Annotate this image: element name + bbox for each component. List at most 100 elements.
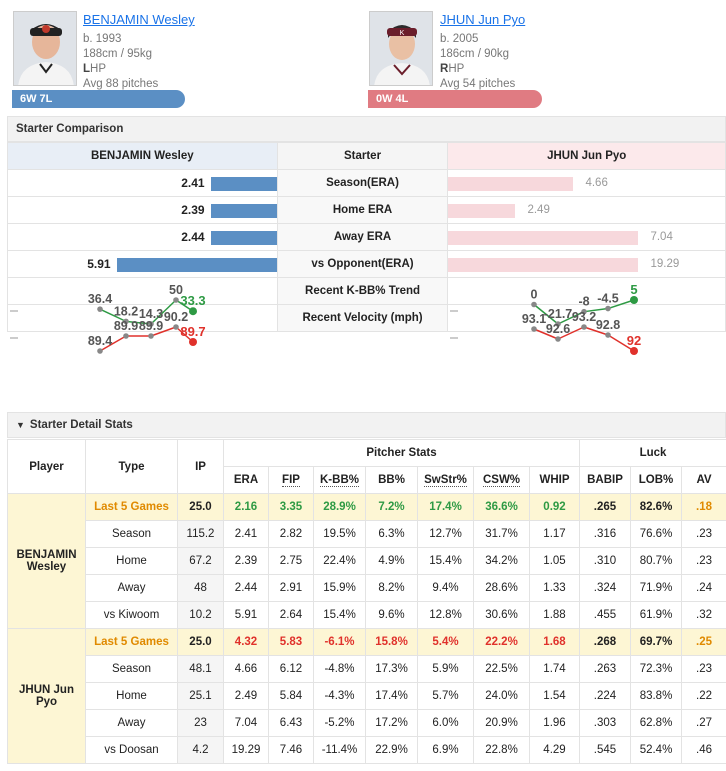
cell-ip: 25.0	[177, 628, 224, 656]
cell-swstr: 6.9%	[417, 736, 474, 764]
cell-swstr: 12.7%	[417, 520, 474, 548]
table-row: Home 67.2 2.39 2.75 22.4% 4.9% 15.4% 34.2% 1.05.…	[8, 547, 726, 575]
win-loss-badge: 0W 4L	[368, 90, 542, 108]
compare-left-cell: 5.91	[7, 250, 278, 278]
cell-csw: 22.5%	[473, 655, 530, 683]
cell-type: Home	[85, 547, 178, 575]
cell-swstr: 6.0%	[417, 709, 474, 737]
compare-label: vs Opponent(ERA)	[276, 250, 449, 278]
cell-kbb: 22.4%	[313, 547, 366, 575]
cell-avg: .27	[681, 709, 726, 737]
cell-type: Home	[85, 682, 178, 710]
trend-point	[581, 324, 588, 330]
detail-stats-table: Player Type IP Pitcher Stats Luck ERA FI…	[7, 439, 726, 764]
cell-era: 2.39	[223, 547, 269, 575]
cell-ip: 25.1	[177, 682, 224, 710]
height-weight: 186cm / 90kg	[440, 48, 510, 60]
trend-label: 92	[627, 333, 641, 348]
cell-babip: .265	[579, 493, 631, 521]
cell-bb: 6.3%	[365, 520, 418, 548]
cell-ip: 23	[177, 709, 224, 737]
player-photo: K	[369, 11, 433, 86]
cell-swstr: 12.8%	[417, 601, 474, 629]
cell-kbb: -6.1%	[313, 628, 366, 656]
height-weight: 188cm / 95kg	[83, 48, 153, 60]
velo-trend-left: 89.4 89.9 89.9 90.2 89.7	[7, 304, 278, 354]
table-row: Away 48 2.44 2.91 15.9% 8.2% 9.4% 28.6% 1.33.324…	[8, 574, 726, 602]
table-row: BENJAMIN Wesley Last 5 Games 25.0 2.16 3.35 2…	[7, 493, 726, 629]
starter-comparison-table: BENJAMIN Wesley Starter JHUN Jun Pyo 2.4…	[7, 142, 726, 355]
table-row: Home 25.1 2.49 5.84 -4.3% 17.4% 5.7% 24.0% 1.54.…	[8, 682, 726, 710]
cell-avg: .46	[681, 736, 726, 764]
cell-avg: .25	[681, 628, 726, 656]
detail-stats-header[interactable]: ▼ Starter Detail Stats	[7, 412, 726, 438]
cell-whip: 1.68	[529, 628, 580, 656]
trend-point	[630, 296, 639, 304]
col-babip: BABIP	[579, 466, 631, 494]
player-info: b. 2005 186cm / 90kg RHP Avg 54 pitches	[440, 32, 515, 92]
cell-kbb: 15.9%	[313, 574, 366, 602]
trend-label: 89.9	[114, 319, 138, 333]
cell-kbb: -4.8%	[313, 655, 366, 683]
cell-lob: 69.7%	[630, 628, 682, 656]
player-cell: JHUN Jun Pyo	[7, 628, 86, 764]
cell-csw: 22.8%	[473, 736, 530, 764]
col-csw[interactable]: CSW%	[473, 466, 530, 494]
velo-trend-label: Recent Velocity (mph)	[276, 304, 449, 332]
trend-label: 89.9	[139, 319, 163, 333]
cell-babip: .310	[579, 547, 631, 575]
table-row: JHUN Jun Pyo Last 5 Games 25.0 4.32 5.83 -6.1…	[7, 628, 726, 764]
cell-era: 7.04	[223, 709, 269, 737]
cell-lob: 80.7%	[630, 547, 682, 575]
cell-lob: 72.3%	[630, 655, 682, 683]
cell-bb: 17.4%	[365, 682, 418, 710]
compare-left-cell: 2.39	[7, 196, 278, 224]
cell-bb: 4.9%	[365, 547, 418, 575]
trend-label: -8	[579, 295, 590, 309]
trend-label: 93.1	[522, 312, 546, 326]
cell-avg: .23	[681, 547, 726, 575]
cell-whip: 0.92	[529, 493, 580, 521]
col-bb: BB%	[365, 466, 418, 494]
cell-ip: 67.2	[177, 547, 224, 575]
cell-whip: 4.29	[529, 736, 580, 764]
birth-year: b. 2005	[440, 33, 479, 45]
table-row: Season 48.1 4.66 6.12 -4.8% 17.3% 5.9% 22.5% 1.7…	[8, 655, 726, 683]
cell-avg: .24	[681, 574, 726, 602]
cell-whip: 1.05	[529, 547, 580, 575]
velo-sparkline-right: 93.192.693.292.8 92	[450, 310, 642, 355]
cell-type: Last 5 Games	[85, 628, 178, 656]
kbb-trend-left: 36.4 18.2 14.3 50 33.3	[7, 277, 278, 327]
col-kbb[interactable]: K-BB%	[313, 466, 366, 494]
cell-era: 5.91	[223, 601, 269, 629]
player-name-link[interactable]: BENJAMIN Wesley	[83, 12, 195, 27]
compare-right-bar	[448, 204, 516, 218]
table-row: vs Doosan 4.2 19.29 7.46 -11.4% 22.9% 6.9% 22.8…	[8, 736, 726, 764]
cell-fip: 6.43	[268, 709, 314, 737]
cell-era: 2.41	[223, 520, 269, 548]
cell-type: vs Doosan	[85, 736, 178, 764]
cell-swstr: 17.4%	[417, 493, 474, 521]
col-fip[interactable]: FIP	[268, 466, 314, 494]
cell-ip: 25.0	[177, 493, 224, 521]
col-swstr[interactable]: SwStr%	[417, 466, 474, 494]
cell-lob: 71.9%	[630, 574, 682, 602]
cell-fip: 6.12	[268, 655, 314, 683]
cell-babip: .303	[579, 709, 631, 737]
trend-point	[173, 297, 179, 303]
cell-whip: 1.88	[529, 601, 580, 629]
trend-segment	[558, 326, 585, 340]
cell-lob: 61.9%	[630, 601, 682, 629]
cell-ip: 10.2	[177, 601, 224, 629]
avg-pitches: Avg 54 pitches	[440, 78, 516, 90]
cell-swstr: 5.4%	[417, 628, 474, 656]
player-name-link[interactable]: JHUN Jun Pyo	[440, 12, 526, 27]
cell-type: Away	[85, 574, 178, 602]
cell-fip: 5.83	[268, 628, 314, 656]
player-cell: BENJAMIN Wesley	[7, 493, 86, 629]
cell-ip: 115.2	[177, 520, 224, 548]
compare-header-mid: Starter	[276, 142, 449, 170]
cell-avg: .32	[681, 601, 726, 629]
cell-ip: 48.1	[177, 655, 224, 683]
cell-swstr: 9.4%	[417, 574, 474, 602]
